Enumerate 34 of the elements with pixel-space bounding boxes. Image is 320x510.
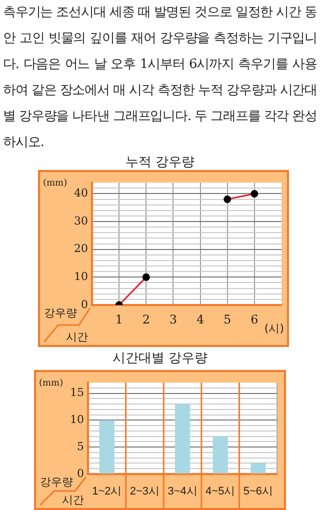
x-tick-label: 6 [250,312,258,326]
text: (시) [264,322,284,335]
bar [99,420,114,474]
x-tick-label: 4 [196,312,204,326]
bar [250,463,266,474]
y-tick-label: 30 [74,214,88,228]
x-tick-label: 2~3시 [130,486,160,498]
x-tick-label: 4~5시 [206,486,236,498]
x-tick-label: 5 [224,312,232,326]
x-axis-title: 시간 [62,493,84,506]
y-tick-label: 0 [81,298,88,311]
bar [212,436,228,474]
chart-title: 시간대별 강우량 [111,350,209,367]
y-tick-label: 10 [70,413,84,426]
x-tick-label: 3~4시 [168,486,198,498]
text: 측우기는 조선시대 세종 때 발명된 것으로 일정한 시간 동안 고인 빗물의 깊이를 재어 강우량을 측정하는 기구입니다. 다음은 어느 날 오후 1시부터 6시까지 측우기를 사용하여 같은 장소에서 매 시각 측정한 누적 강우량과 시간대별 강우량을 나타낸 그래프입니다. 두 그래프를 각각 완성하시오. [3,4,317,152]
y-tick-label: 15 [70,386,84,400]
x-tick-label: 1~2시 [92,486,122,498]
x-tick-label: 3 [169,312,178,326]
y-tick-label: 40 [74,186,88,200]
chart-title: 누적 강우량 [124,154,196,171]
x-tick-label: 1 [115,312,123,326]
text: (mm) [39,378,64,388]
y-tick-label: 20 [74,242,88,256]
x-axis-title: 시간 [66,330,88,344]
y-tick-label: 0 [77,466,84,480]
y-axis-title: 강우량 [40,475,73,488]
y-tick-label: 10 [74,270,88,284]
y-tick-label: 5 [77,440,84,453]
bar [174,404,190,474]
text: (mm) [43,178,68,188]
y-axis-title: 강우량 [44,306,77,320]
x-tick-label: 2 [142,312,150,326]
x-tick-label: 5~6시 [243,486,274,498]
